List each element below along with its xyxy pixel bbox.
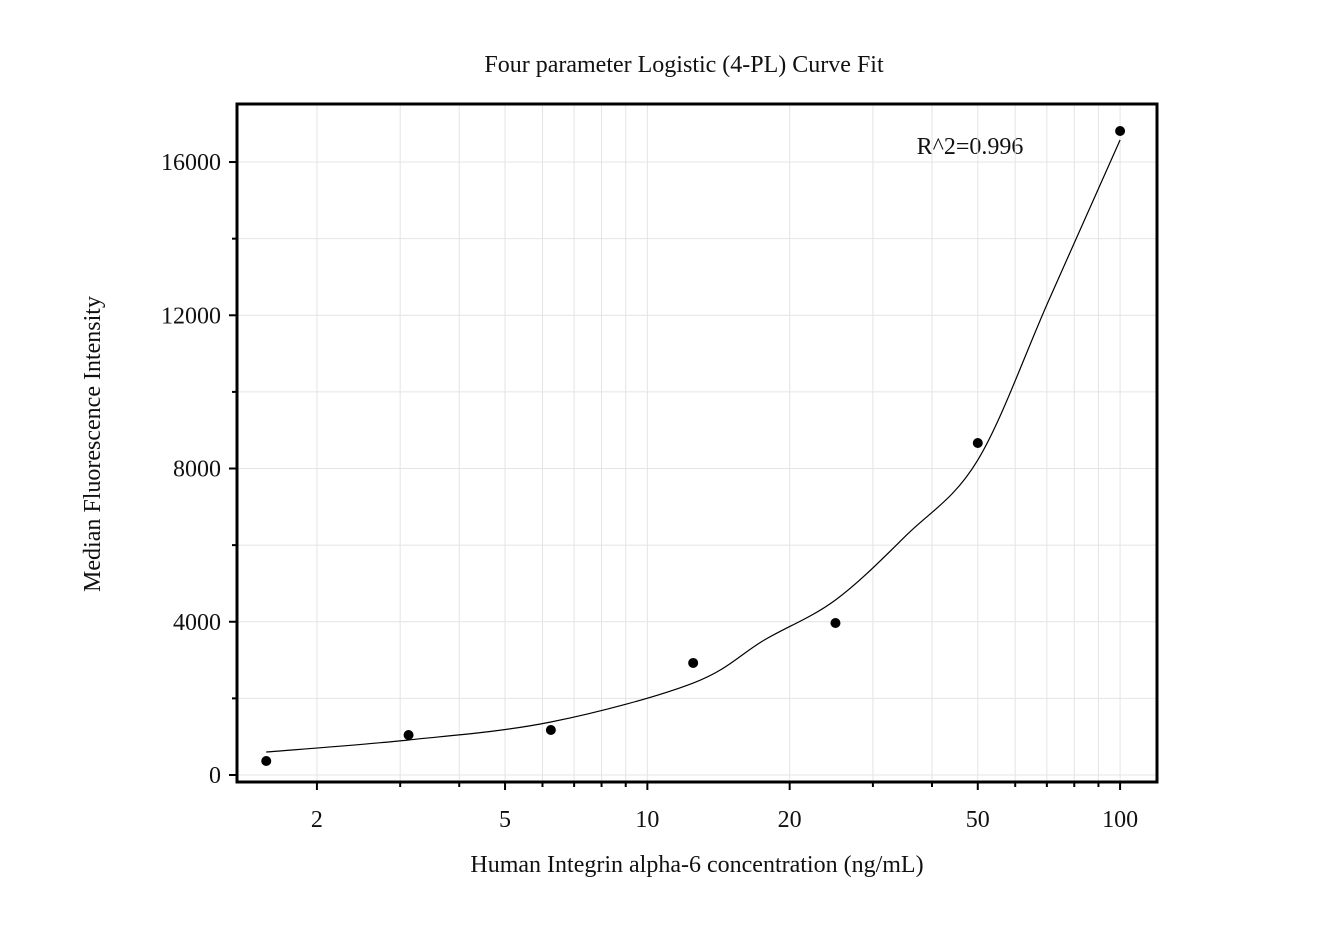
- y-tick-label: 4000: [173, 610, 221, 636]
- data-point: [1115, 126, 1126, 137]
- data-point: [830, 617, 841, 628]
- data-point: [545, 724, 556, 735]
- x-tick-label: 100: [1102, 807, 1138, 833]
- y-tick-label: 12000: [161, 303, 221, 329]
- x-tick-label: 2: [311, 807, 323, 833]
- data-point: [261, 756, 272, 767]
- x-tick-label: 50: [966, 807, 990, 833]
- y-tick-label: 16000: [161, 150, 221, 176]
- x-tick-label: 10: [635, 807, 659, 833]
- y-tick-label: 0: [209, 763, 221, 789]
- x-tick-label: 5: [499, 807, 511, 833]
- data-point: [972, 438, 983, 448]
- x-tick-label: 20: [778, 807, 802, 833]
- plot-frame: [235, 102, 1159, 784]
- x-axis-label: Human Integrin alpha-6 concentration (ng…: [470, 852, 923, 878]
- chart-title: Four parameter Logistic (4-PL) Curve Fit: [484, 52, 884, 78]
- fit-curve: [266, 139, 1121, 753]
- data-point: [403, 729, 414, 740]
- data-point: [688, 657, 699, 668]
- annotation: R^2=0.996: [917, 134, 1024, 160]
- y-axis-label: Median Fluorescence Intensity: [80, 296, 106, 592]
- y-tick-label: 8000: [173, 457, 221, 483]
